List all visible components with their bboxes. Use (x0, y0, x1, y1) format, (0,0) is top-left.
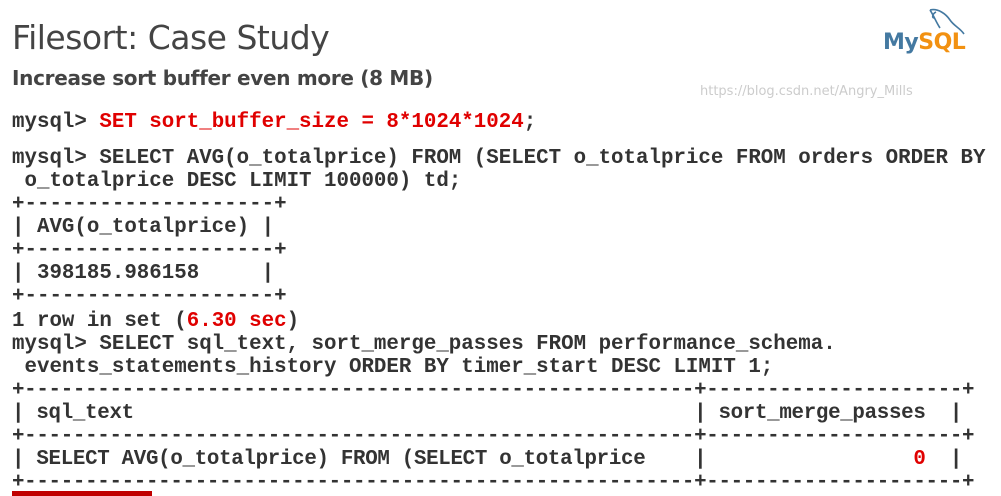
slide-title: Filesort: Case Study (12, 18, 330, 57)
mysql-logo: MySQL (880, 6, 980, 61)
rows-in-set: 1 row in set (6.30 sec) (12, 310, 300, 333)
table2-row: | SELECT AVG(o_totalprice) FROM (SELECT … (12, 448, 963, 471)
query1-line2: o_totalprice DESC LIMIT 100000) td; (12, 170, 462, 193)
table1-border: +--------------------+ (12, 193, 287, 216)
table2-border: +---------------------------------------… (12, 471, 975, 494)
execution-time: 6.30 sec (186, 310, 287, 333)
table2-border: +---------------------------------------… (12, 425, 975, 448)
table1-border: +--------------------+ (12, 239, 287, 262)
logo-text-my: My (883, 30, 919, 55)
query2-line2: events_statements_history ORDER BY timer… (12, 356, 774, 379)
table1-row: | 398185.986158 | (12, 262, 275, 285)
query-block-1: mysql> SELECT AVG(o_totalprice) FROM (SE… (12, 147, 985, 494)
semicolon: ; (523, 111, 537, 134)
query2-line1: mysql> SELECT sql_text, sort_merge_passe… (12, 333, 836, 356)
watermark: https://blog.csdn.net/Angry_Mills (700, 84, 913, 99)
query1-line1: mysql> SELECT AVG(o_totalprice) FROM (SE… (12, 147, 986, 170)
table2-border: +---------------------------------------… (12, 379, 975, 402)
dolphin-icon (929, 8, 965, 35)
set-command: mysql> SET sort_buffer_size = 8*1024*102… (12, 111, 536, 134)
table1-header: | AVG(o_totalprice) | (12, 216, 275, 239)
set-statement: SET sort_buffer_size = 8*1024*1024 (99, 111, 524, 134)
sort-merge-passes-value: 0 (913, 448, 926, 471)
prompt: mysql> (12, 111, 100, 134)
accent-bar (12, 491, 152, 496)
table2-header: | sql_text | sort_merge_passes | (12, 402, 963, 425)
slide-subtitle: Increase sort buffer even more (8 MB) (12, 66, 433, 90)
table1-border: +--------------------+ (12, 285, 287, 308)
logo-text-sql: SQL (918, 30, 966, 55)
